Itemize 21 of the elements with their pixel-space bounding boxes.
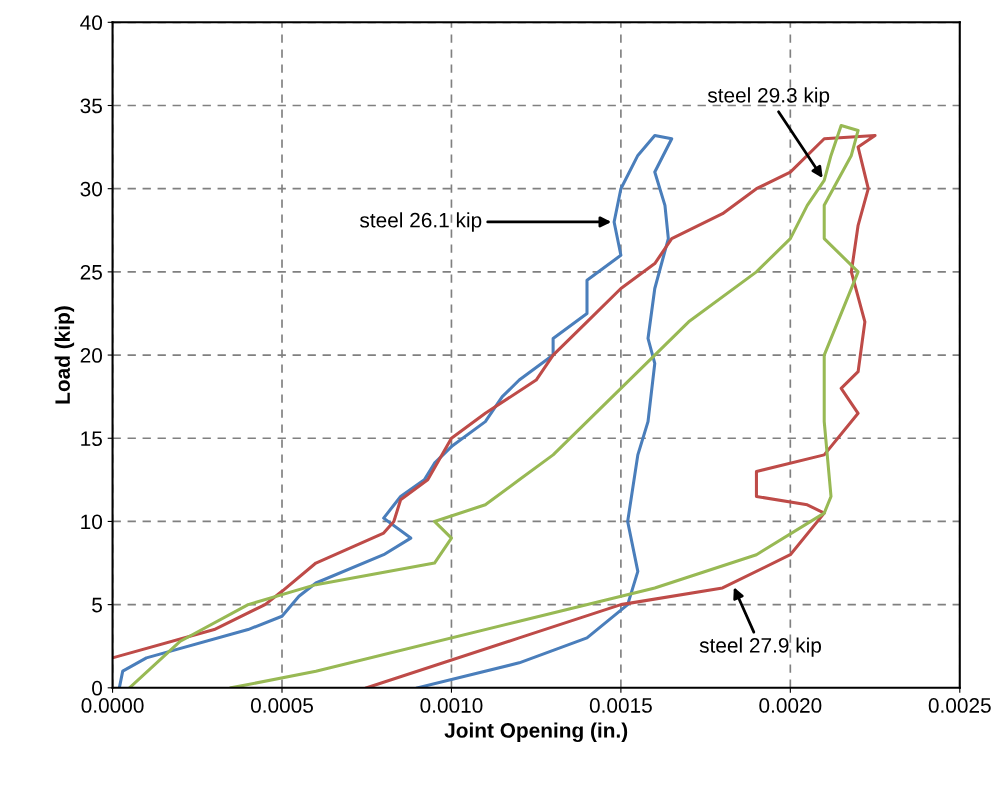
y-tick-label: 15 [81,431,102,446]
y-tick-label: 10 [81,514,103,530]
y-tick-label: 5 [92,597,102,613]
x-axis-title: Joint Opening (in.) [444,722,628,743]
x-tick-label: 0.0020 [759,698,822,713]
x-tick-label: 0.0025 [928,698,991,713]
annotation: steel 27.9 kip [699,637,822,657]
annotation: steel 29.3 kip [707,87,830,107]
x-tick-label: 0.0005 [250,698,313,713]
annotation: steel 26.1 kip [359,212,482,232]
y-tick-label: 35 [80,98,102,114]
y-tick-label: 40 [80,15,103,31]
x-tick-label: 0.0010 [420,698,483,713]
y-axis-title: Load (kip) [54,306,75,404]
line-series [117,133,674,688]
y-tick-label: 0 [92,680,103,696]
x-tick-label: 0.0000 [81,698,144,713]
y-tick-label: 20 [80,348,103,363]
x-tick-label: 0.0015 [589,698,652,713]
y-tick-label: 30 [80,181,103,197]
y-tick-label: 25 [80,264,102,280]
